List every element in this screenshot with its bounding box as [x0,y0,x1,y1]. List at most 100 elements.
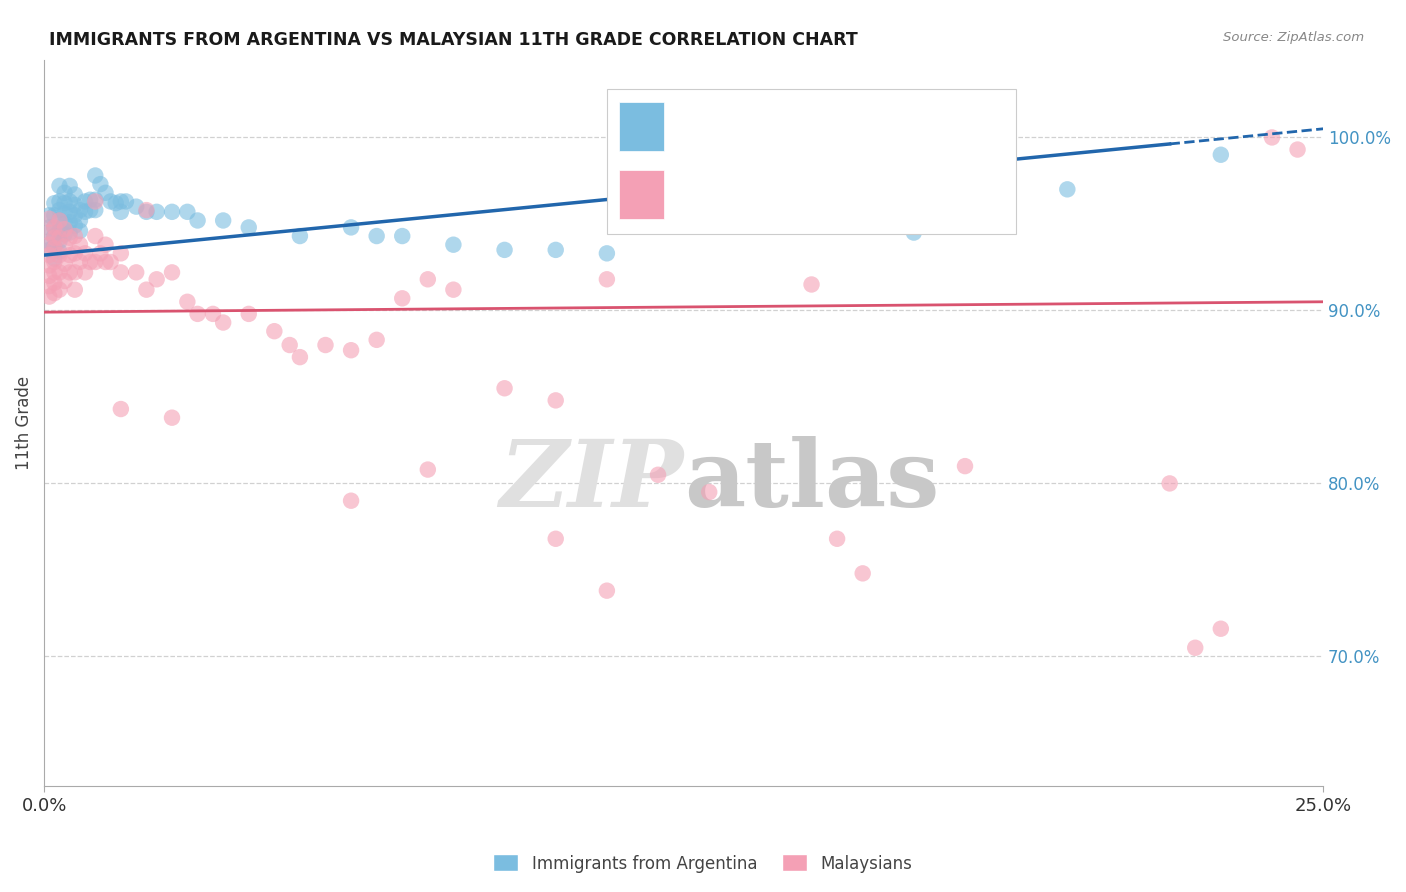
Point [38,243,60,257]
Point [44,229,66,244]
Point [953,459,976,474]
Point [647,467,669,482]
Text: ZIP: ZIP [499,436,683,526]
Point [212,213,235,227]
Point [53,222,76,236]
Point [69,237,91,252]
Y-axis label: 11th Grade: 11th Grade [15,376,32,470]
Point [53,239,76,253]
Point [38,208,60,222]
Point [145,204,167,219]
Point [48,213,70,227]
Point [160,265,183,279]
Point [53,227,76,242]
Point [69,203,91,218]
Legend: Immigrants from Argentina, Malaysians: Immigrants from Argentina, Malaysians [486,847,920,880]
Point [115,194,138,209]
Point [84,169,107,183]
Point [59,248,82,262]
Point [73,194,96,209]
Point [596,583,619,598]
Point [366,333,388,347]
Point [366,229,388,244]
Point [160,204,183,219]
Point [38,248,60,262]
Point [391,291,413,305]
Point [63,229,86,244]
Point [494,243,516,257]
Point [852,566,875,581]
Point [63,198,86,212]
Point [1184,640,1206,655]
Point [340,220,363,235]
Point [800,208,823,222]
Point [59,178,82,193]
Point [596,272,619,286]
Point [44,220,66,235]
Point [416,272,439,286]
Point [53,186,76,200]
Point [416,462,439,476]
Point [38,220,60,235]
Point [48,283,70,297]
Point [238,220,260,235]
Point [53,217,76,231]
Point [59,194,82,209]
Point [48,224,70,238]
Point [44,276,66,290]
Point [48,234,70,248]
Point [38,226,60,240]
Point [94,237,117,252]
Point [84,193,107,207]
Point [800,277,823,292]
Point [59,265,82,279]
Point [53,196,76,211]
Point [63,208,86,222]
Point [38,259,60,273]
Point [94,255,117,269]
Point [63,219,86,233]
Point [340,343,363,358]
Point [73,265,96,279]
Point [135,203,157,218]
Point [89,177,111,191]
Text: atlas: atlas [683,436,939,526]
Point [187,213,209,227]
Point [59,226,82,240]
Point [1209,147,1232,161]
Point [288,229,311,244]
Point [44,231,66,245]
Point [53,257,76,271]
Point [69,255,91,269]
Point [1159,476,1181,491]
Point [63,246,86,260]
Point [44,252,66,266]
Point [315,338,337,352]
Point [125,265,148,279]
Point [903,226,925,240]
Point [84,229,107,244]
Point [44,239,66,253]
Point [238,307,260,321]
Point [135,204,157,219]
Point [38,237,60,252]
Point [48,178,70,193]
Point [494,381,516,395]
Point [44,255,66,269]
Point [110,402,132,417]
Point [110,265,132,279]
Point [38,279,60,293]
Point [48,265,70,279]
Point [69,213,91,227]
Point [187,307,209,321]
Point [544,393,567,408]
Point [53,206,76,220]
Point [38,211,60,226]
Point [544,243,567,257]
Point [48,248,70,262]
Point [278,338,301,352]
Point [441,237,464,252]
Point [59,231,82,245]
Point [1261,130,1284,145]
Point [48,244,70,259]
